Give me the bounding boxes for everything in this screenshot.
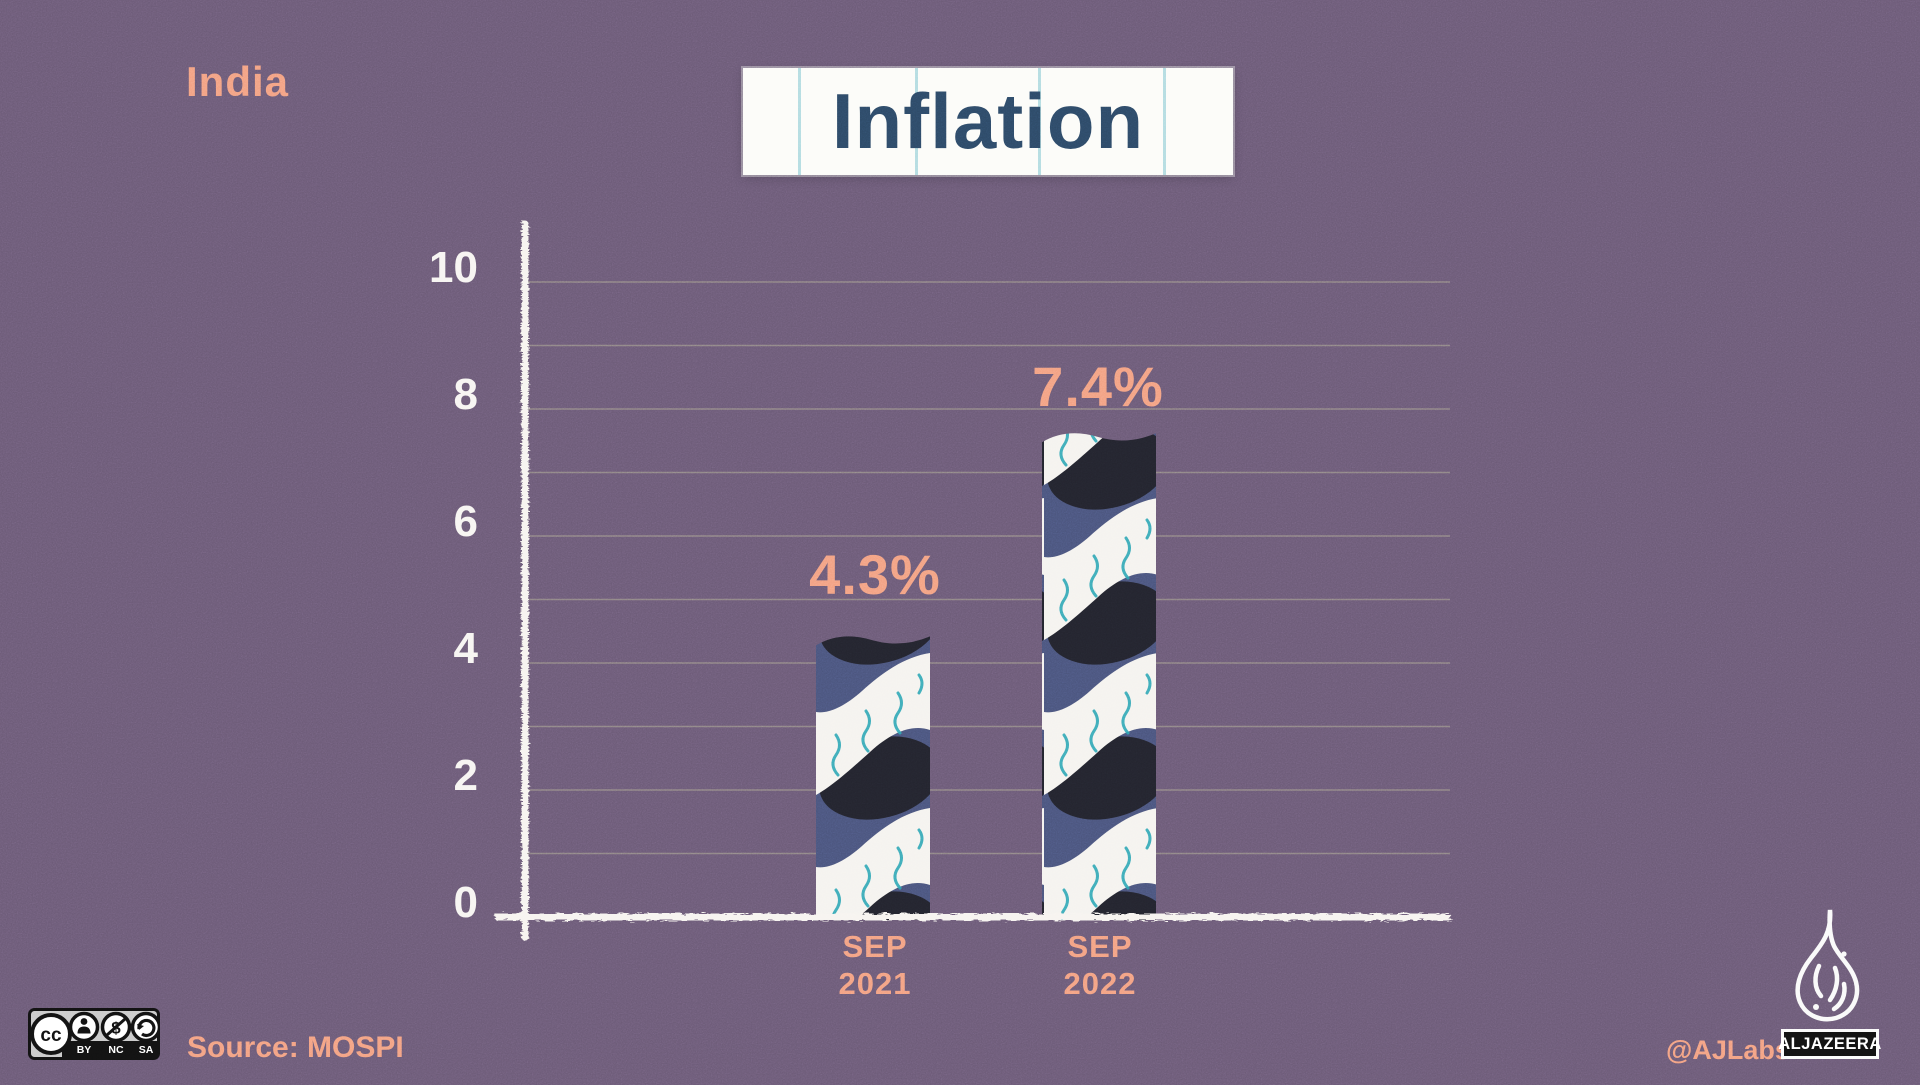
ytick-8: 8 [453, 370, 478, 419]
aljazeera-wordmark: ALJAZEERA [1778, 1034, 1882, 1053]
xtick-sep-2022: SEP 2022 [990, 928, 1210, 1002]
nc-label: NC [108, 1044, 124, 1056]
ytick-2: 2 [453, 751, 478, 800]
cc-license-badge: cc $ BY NC SA [28, 1008, 160, 1060]
xtick-sep-2021: SEP 2021 [765, 928, 985, 1002]
xtick-year: 2021 [838, 966, 912, 1001]
source-label: Source: MOSPI [187, 1031, 404, 1064]
ytick-4: 4 [453, 624, 478, 673]
nc-no-dollar-icon: $ [100, 1011, 132, 1043]
chart-title-box: Inflation [743, 68, 1233, 175]
svg-text:cc: cc [40, 1025, 62, 1046]
notebook-line [798, 68, 801, 175]
cc-icon: cc [30, 1013, 72, 1055]
country-label: India [186, 58, 290, 105]
by-person-icon [68, 1011, 100, 1043]
ytick-6: 6 [453, 497, 478, 546]
chart-title: Inflation [831, 77, 1145, 165]
bar-value-label-sep-2021: 4.3% [809, 543, 941, 606]
ytick-10: 10 [429, 243, 478, 292]
by-label: BY [77, 1044, 92, 1056]
xtick-month: SEP [1067, 929, 1133, 964]
xtick-year: 2022 [1063, 966, 1137, 1001]
xtick-month: SEP [842, 929, 908, 964]
bar-sep-2022 [1042, 433, 1156, 920]
ytick-0: 0 [453, 878, 478, 927]
sa-share-alike-icon [130, 1011, 160, 1043]
ajlabs-handle: @AJLabs [1666, 1035, 1790, 1065]
aljazeera-flame-icon [1795, 909, 1860, 1022]
sa-label: SA [139, 1044, 154, 1056]
bars [816, 433, 1156, 920]
aljazeera-wordmark-box: ALJAZEERA [1778, 1029, 1882, 1059]
bar-sep-2021 [816, 636, 930, 920]
notebook-line [1163, 68, 1166, 175]
bar-value-label-sep-2022: 7.4% [1032, 355, 1164, 418]
